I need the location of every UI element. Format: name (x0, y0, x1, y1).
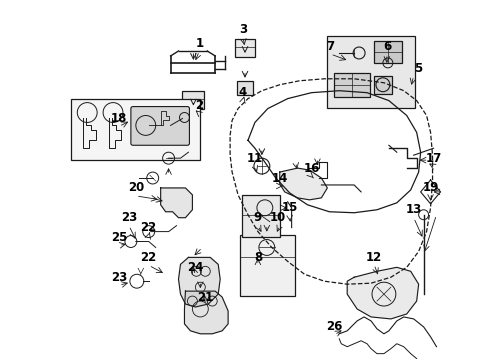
Text: 16: 16 (303, 162, 319, 175)
Text: 26: 26 (325, 320, 342, 333)
Text: 1: 1 (195, 37, 203, 50)
Polygon shape (279, 168, 326, 200)
FancyBboxPatch shape (373, 76, 391, 94)
Text: 23: 23 (121, 211, 137, 224)
Text: 8: 8 (253, 251, 262, 264)
Text: 17: 17 (425, 152, 441, 165)
FancyBboxPatch shape (182, 91, 204, 109)
Text: 22: 22 (141, 251, 157, 264)
FancyBboxPatch shape (373, 41, 401, 63)
Polygon shape (178, 257, 220, 307)
Text: 20: 20 (127, 181, 143, 194)
Text: 11: 11 (246, 152, 263, 165)
Text: 14: 14 (271, 171, 287, 185)
Text: 12: 12 (365, 251, 381, 264)
FancyBboxPatch shape (131, 107, 189, 145)
Text: 6: 6 (382, 40, 390, 53)
FancyBboxPatch shape (334, 73, 369, 96)
Polygon shape (184, 291, 228, 334)
FancyBboxPatch shape (326, 36, 414, 108)
Text: 25: 25 (111, 231, 127, 244)
Text: 19: 19 (422, 181, 438, 194)
FancyBboxPatch shape (71, 99, 200, 160)
Text: 10: 10 (269, 211, 285, 224)
Text: 18: 18 (111, 112, 127, 125)
FancyBboxPatch shape (237, 81, 252, 95)
Text: 21: 21 (197, 291, 213, 303)
Text: 9: 9 (253, 211, 262, 224)
FancyBboxPatch shape (242, 195, 279, 237)
Text: 3: 3 (239, 23, 246, 36)
Text: 23: 23 (111, 271, 127, 284)
Polygon shape (161, 188, 192, 218)
FancyBboxPatch shape (235, 39, 254, 57)
Text: 15: 15 (281, 201, 297, 214)
Text: 22: 22 (141, 221, 157, 234)
Text: 2: 2 (195, 99, 203, 112)
Text: 24: 24 (187, 261, 203, 274)
FancyBboxPatch shape (240, 235, 294, 296)
Text: 4: 4 (239, 86, 246, 99)
Text: 7: 7 (325, 40, 334, 53)
Text: 13: 13 (405, 203, 421, 216)
Polygon shape (346, 267, 418, 319)
Text: 5: 5 (414, 62, 422, 75)
